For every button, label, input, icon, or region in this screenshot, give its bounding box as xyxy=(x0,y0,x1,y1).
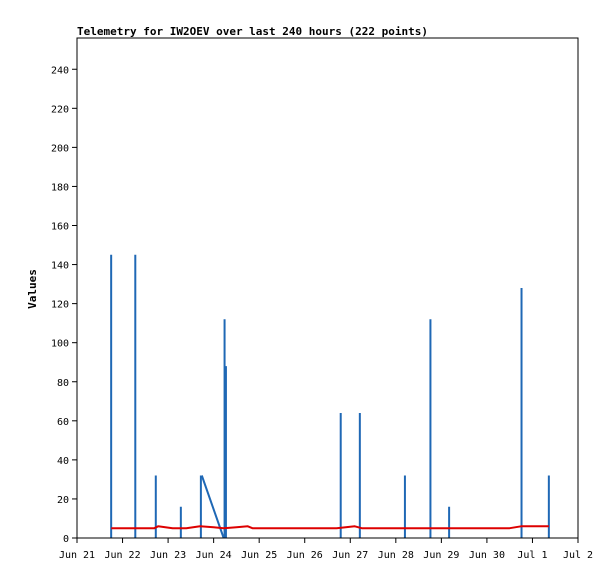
y-tick-label: 20 xyxy=(57,495,69,506)
series-line xyxy=(111,525,549,530)
y-tick-label: 100 xyxy=(51,339,69,350)
x-tick-label: Jun 29 xyxy=(423,550,459,561)
y-tick-label: 240 xyxy=(51,65,69,76)
x-tick-label: Jun 24 xyxy=(196,550,232,561)
y-tick-label: 220 xyxy=(51,104,69,115)
x-tick-label: Jun 27 xyxy=(332,550,368,561)
x-tick-label: Jun 22 xyxy=(104,550,140,561)
x-tick-label: Jun 21 xyxy=(59,550,95,561)
y-tick-label: 180 xyxy=(51,182,69,193)
chart-title: Telemetry for IW2OEV over last 240 hours… xyxy=(77,25,428,38)
x-tick-label: Jun 28 xyxy=(378,550,414,561)
y-tick-label: 40 xyxy=(57,456,69,467)
x-axis: Jun 21 Jun 22 Jun 23 Jun 24 Jun 25 Jun 26 Jun … xyxy=(59,538,593,561)
y-tick-label: 60 xyxy=(57,417,69,428)
y-tick-label: 0 xyxy=(63,534,69,545)
y-tick-label: 200 xyxy=(51,143,69,154)
x-tick-label: Jun 26 xyxy=(287,550,323,561)
y-axis: 0 20 40 60 80 100 120 140 160 180 200 220 240 xyxy=(51,65,77,545)
y-tick-label: 160 xyxy=(51,222,69,233)
y-tick-label: 140 xyxy=(51,261,69,272)
x-tick-label: Jun 23 xyxy=(150,550,186,561)
x-tick-label: Jun 30 xyxy=(469,550,505,561)
y-tick-label: 120 xyxy=(51,300,69,311)
plot-series xyxy=(110,254,550,539)
plot-area-frame xyxy=(76,37,579,539)
y-axis-label: Values xyxy=(26,269,39,309)
x-tick-label: Jun 25 xyxy=(241,550,277,561)
x-tick-label: Jul 2 xyxy=(563,550,593,561)
x-tick-label: Jul 1 xyxy=(517,550,547,561)
y-tick-label: 80 xyxy=(57,378,69,389)
